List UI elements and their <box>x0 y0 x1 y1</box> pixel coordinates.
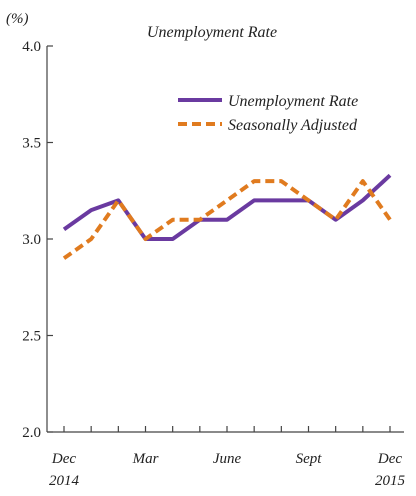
chart-axes <box>46 45 404 433</box>
x-tick-label: June <box>213 451 242 467</box>
x-tick-labels: Dec 2014 Mar June Sept Dec 2015 <box>49 451 406 489</box>
y-tick-label: 3.0 <box>22 232 41 248</box>
y-tick-labels: 2.0 2.5 3.0 3.5 4.0 <box>22 39 41 441</box>
y-tick-label: 2.5 <box>22 329 41 345</box>
y-axis-unit-label: (%) <box>6 11 29 27</box>
x-tick-label: Dec <box>51 451 76 467</box>
x-tick-label: Sept <box>296 451 323 467</box>
chart-title: Unemployment Rate <box>147 24 277 41</box>
series-line-unemployment-rate <box>62 173 392 241</box>
x-tick-label-year: 2015 <box>375 473 406 489</box>
x-tick-label-year: 2014 <box>49 473 80 489</box>
y-tick-label: 3.5 <box>22 136 41 152</box>
legend-label-unemployment-rate: Unemployment Rate <box>228 93 358 110</box>
x-tick-label: Dec <box>377 451 402 467</box>
series-lines <box>62 173 392 260</box>
y-tick-label: 2.0 <box>22 425 41 441</box>
y-tick-label: 4.0 <box>22 39 41 55</box>
chart-legend: Unemployment Rate Seasonally Adjusted <box>178 93 358 134</box>
legend-label-seasonally-adjusted: Seasonally Adjusted <box>228 117 358 134</box>
x-tick-label: Mar <box>132 451 159 467</box>
